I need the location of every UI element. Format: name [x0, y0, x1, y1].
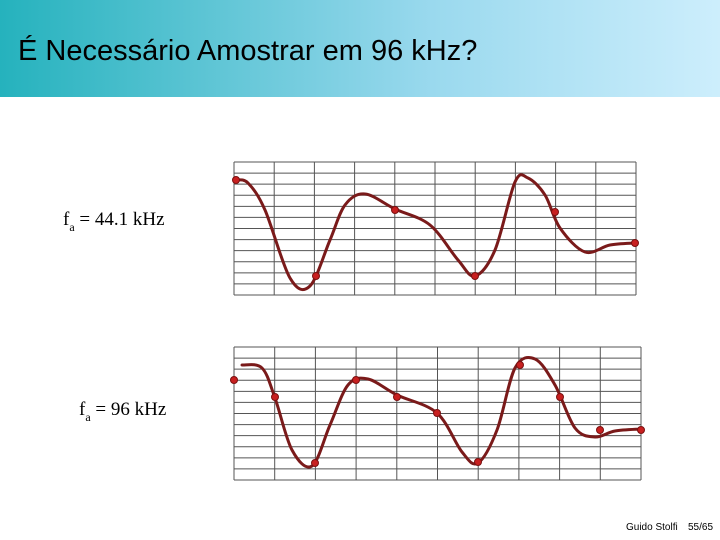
label-rest: = 96 kHz — [91, 399, 167, 420]
sample — [393, 393, 401, 401]
sample — [471, 272, 479, 280]
sample — [474, 458, 482, 466]
sample — [312, 272, 320, 280]
sample — [556, 393, 564, 401]
sample — [631, 239, 639, 247]
footer-page: 55/65 — [688, 522, 713, 533]
label-sub: a — [85, 410, 91, 424]
sample — [516, 361, 524, 369]
title-bar — [0, 0, 720, 97]
waveform — [234, 173, 637, 292]
label-rest: = 44.1 kHz — [75, 209, 165, 230]
label-sub: a — [69, 220, 75, 234]
panel-label: fa = 96 kHz — [79, 399, 166, 424]
sample — [637, 426, 645, 434]
sample — [551, 208, 559, 216]
samples — [230, 176, 645, 467]
sample — [596, 426, 604, 434]
sample — [311, 459, 319, 467]
footer-author: Guido Stolfi — [626, 522, 678, 533]
sample — [391, 206, 399, 214]
slide-title: É Necessário Amostrar em 96 kHz? — [18, 34, 477, 67]
grid-bottom — [233, 346, 642, 481]
waveform — [240, 355, 643, 469]
sample — [271, 393, 279, 401]
sample — [433, 409, 441, 417]
sample — [230, 376, 238, 384]
label-main: f — [79, 399, 86, 420]
panel-label: fa = 44.1 kHz — [63, 209, 165, 234]
label-main: f — [63, 209, 70, 230]
sample — [232, 176, 240, 184]
sample — [352, 376, 360, 384]
